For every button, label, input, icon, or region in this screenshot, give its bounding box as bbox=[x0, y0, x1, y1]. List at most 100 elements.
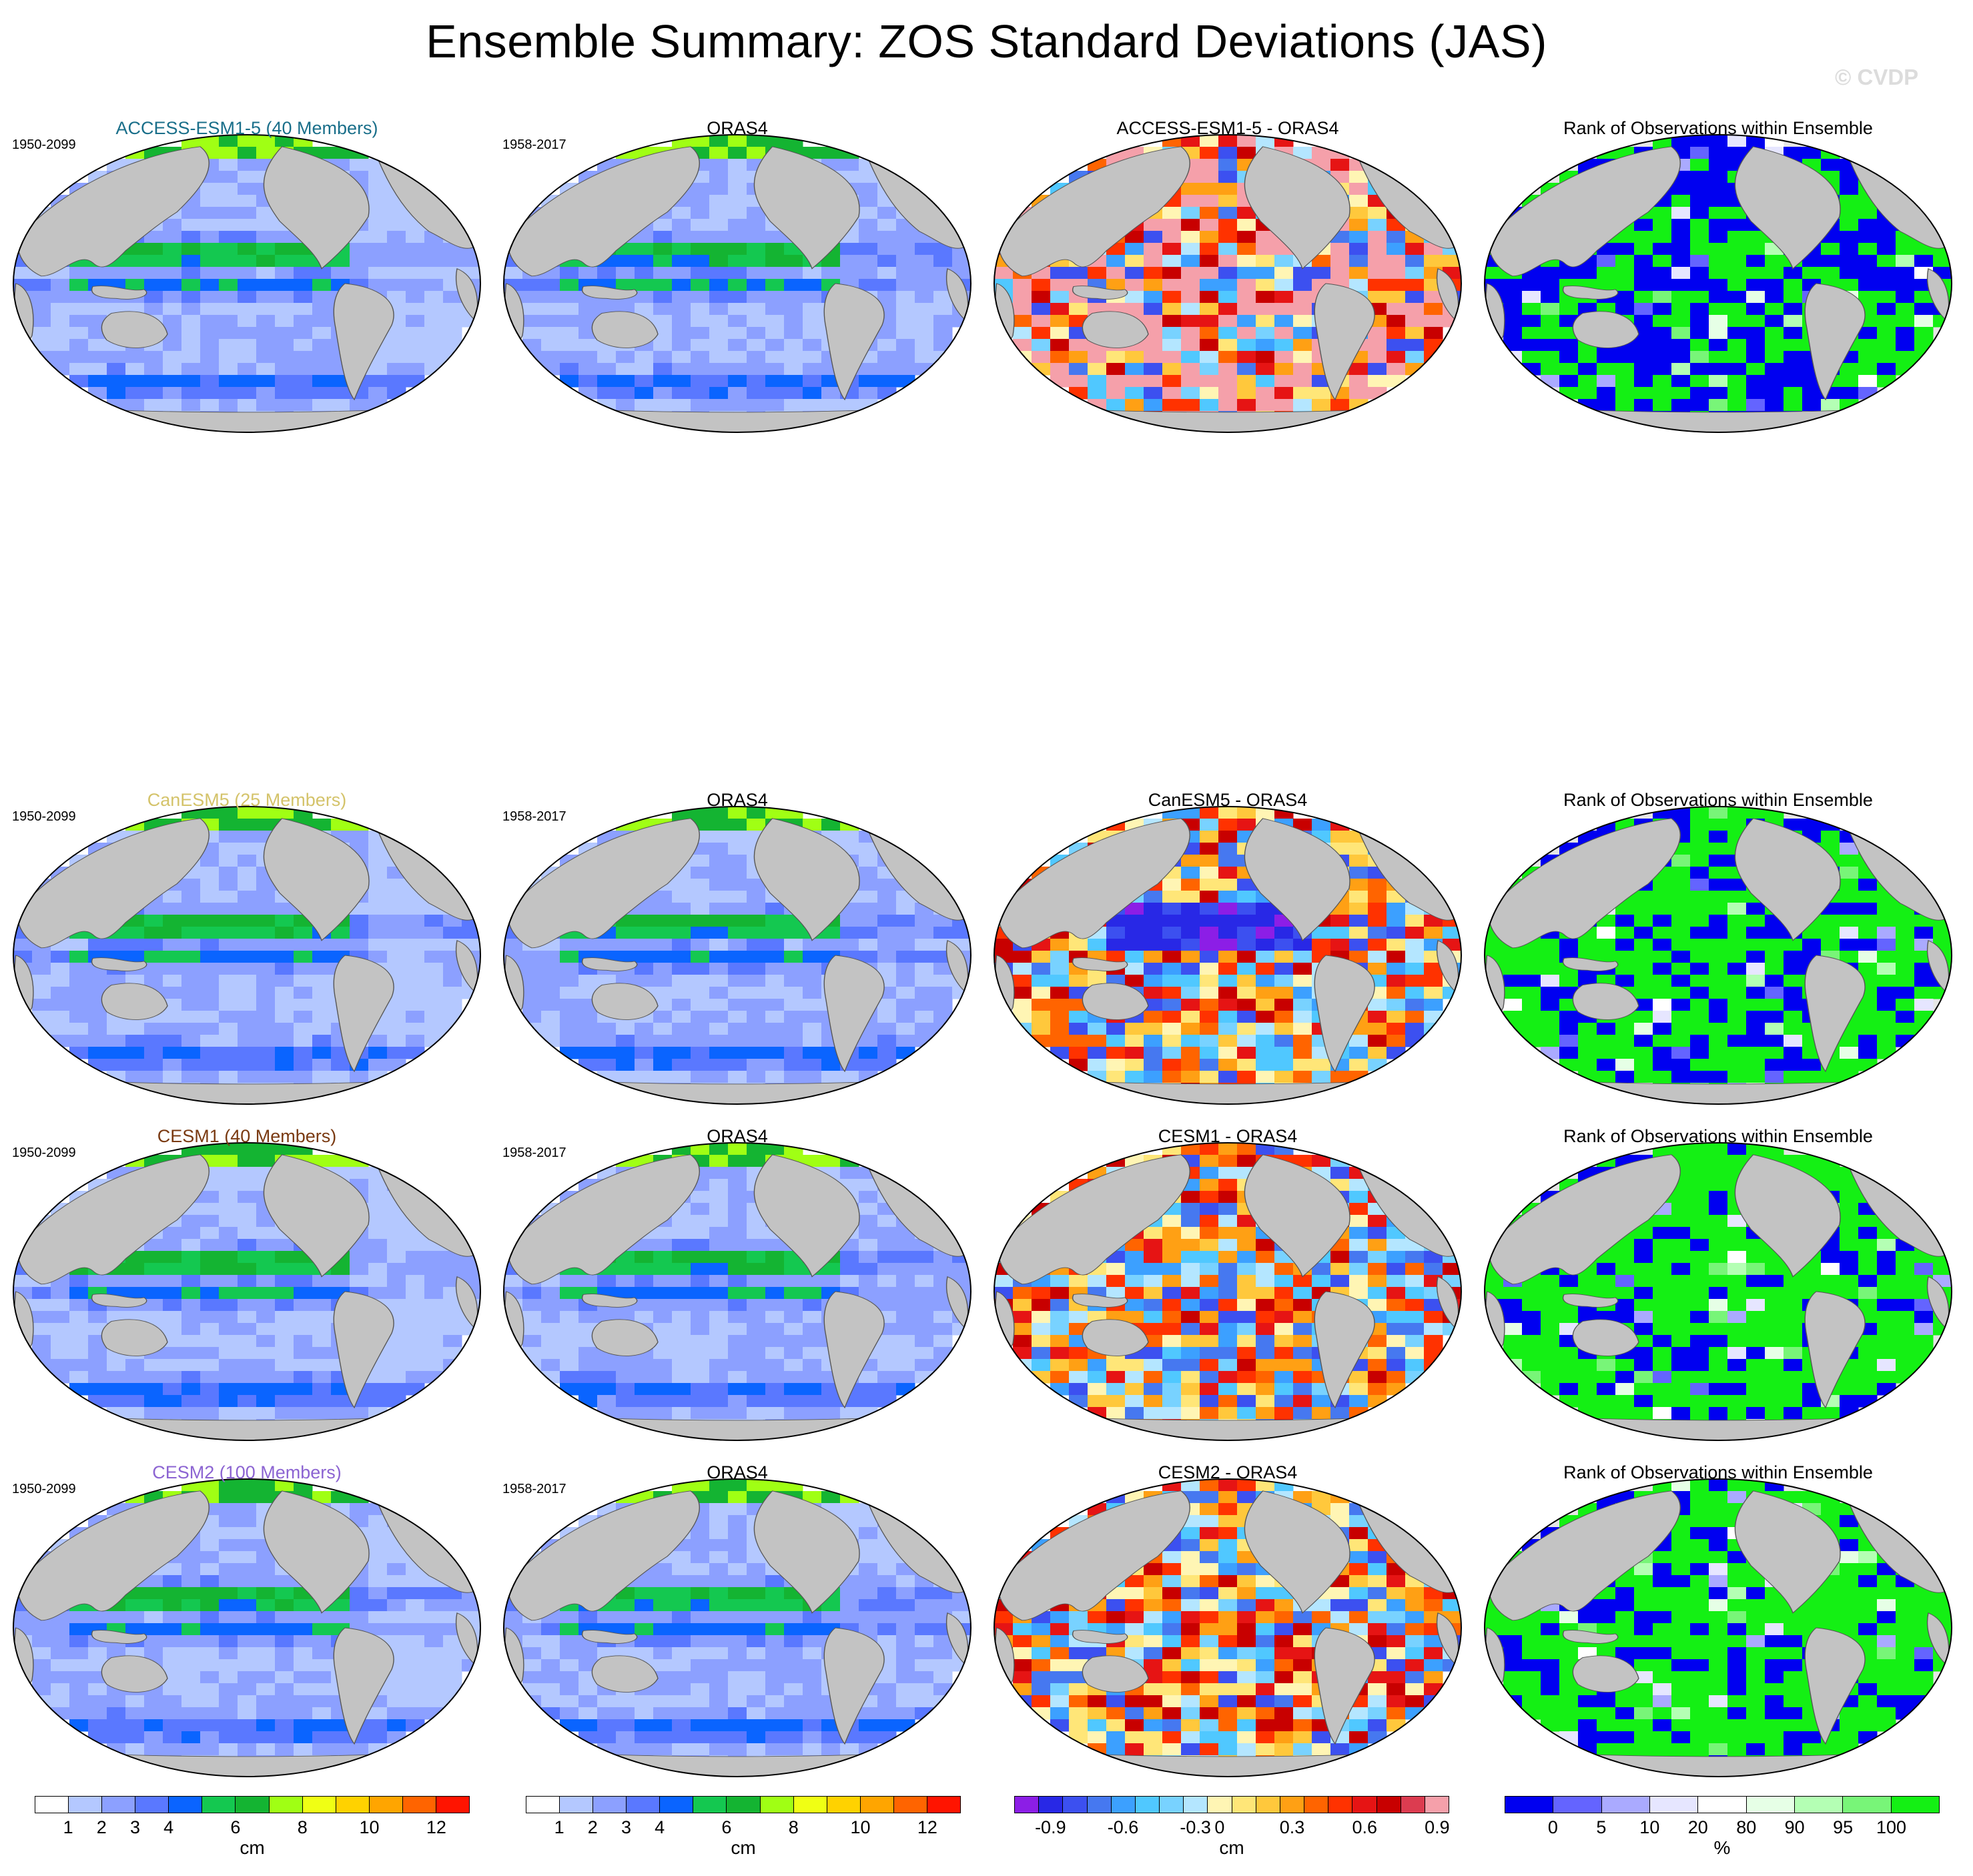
map-frame bbox=[994, 134, 1462, 433]
continent bbox=[1488, 1154, 1681, 1285]
colorbar-swatch bbox=[1698, 1797, 1747, 1813]
continent bbox=[753, 1154, 860, 1278]
colorbar-swatch bbox=[1208, 1797, 1232, 1813]
colorbar-swatch bbox=[1425, 1797, 1449, 1813]
panel-title-std: CESM2 (100 Members) bbox=[152, 1462, 342, 1482]
continent bbox=[581, 286, 638, 300]
map-frame bbox=[13, 806, 481, 1105]
colorbar-swatch bbox=[1256, 1797, 1280, 1813]
panel-title-rank: Rank of Observations within Ensemble bbox=[1563, 118, 1873, 138]
colorbar-swatch bbox=[1135, 1797, 1160, 1813]
land-mask bbox=[504, 1490, 969, 1777]
colorbar-tick-label: 12 bbox=[426, 1817, 446, 1837]
continent bbox=[263, 818, 370, 941]
continent bbox=[591, 1655, 659, 1693]
continent bbox=[1314, 1291, 1375, 1409]
colorbar-swatch bbox=[1891, 1797, 1939, 1813]
continent bbox=[1082, 1319, 1149, 1356]
continent bbox=[91, 957, 147, 971]
colorbar-tick-label: 0 bbox=[1214, 1817, 1225, 1837]
continent bbox=[753, 1490, 860, 1614]
map-frame bbox=[503, 1142, 971, 1441]
colorbar-swatch bbox=[236, 1797, 270, 1813]
continent bbox=[101, 1655, 168, 1693]
map-frame bbox=[1484, 1142, 1952, 1441]
continent bbox=[17, 818, 210, 949]
map-panel-std-row1: ACCESS-ESM1-5 (40 Members) 1950-2099 bbox=[12, 118, 481, 433]
continent bbox=[1072, 286, 1128, 300]
colorbar-swatch bbox=[35, 1797, 69, 1813]
panel-years: 1958-2017 bbox=[502, 809, 566, 824]
panel-years: 1950-2099 bbox=[12, 137, 76, 152]
continent bbox=[1244, 818, 1350, 941]
panel-years: 1950-2099 bbox=[12, 1145, 76, 1160]
continent bbox=[1488, 818, 1681, 949]
colorbar-swatch bbox=[102, 1797, 136, 1813]
colorbar-tick-label: 4 bbox=[655, 1817, 665, 1837]
colorbar-tick-label: 6 bbox=[230, 1817, 241, 1837]
colorbar-tick-label: 4 bbox=[163, 1817, 174, 1837]
colorbar-swatch bbox=[1160, 1797, 1184, 1813]
panel-title-obs: ORAS4 bbox=[707, 1462, 768, 1482]
continent bbox=[1734, 818, 1841, 941]
continent bbox=[1314, 955, 1375, 1073]
panel-years: 1958-2017 bbox=[502, 1482, 566, 1496]
continent bbox=[17, 1154, 210, 1285]
colorbar-tick-label: 80 bbox=[1736, 1817, 1757, 1837]
continent bbox=[1082, 1655, 1149, 1693]
map-panel-diff-row3: CESM1 - ORAS4 bbox=[994, 1126, 1462, 1441]
colorbar-tick-label: 1 bbox=[63, 1817, 73, 1837]
map-panel-obs-row4: ORAS4 1958-2017 bbox=[502, 1462, 971, 1777]
map-panel-rank-row1: Rank of Observations within Ensemble bbox=[1484, 118, 1952, 433]
colorbar-tick-label: -0.9 bbox=[1035, 1817, 1066, 1837]
map-frame bbox=[1484, 134, 1952, 433]
land-mask bbox=[994, 1154, 1459, 1440]
colorbar-diff: -0.9 -0.6 -0.3 0 0.3 0.6 0.9 cm bbox=[1014, 1796, 1450, 1863]
colorbar-tick-label: 3 bbox=[621, 1817, 631, 1837]
map-frame bbox=[503, 134, 971, 433]
colorbar-swatch bbox=[336, 1797, 370, 1813]
continent bbox=[507, 818, 700, 949]
map-panel-std-row3: CESM1 (40 Members) 1950-2099 bbox=[12, 1126, 481, 1441]
colorbar-swatch bbox=[1039, 1797, 1064, 1813]
continent bbox=[91, 1630, 147, 1644]
colorbar-swatch bbox=[1232, 1797, 1256, 1813]
colorbar-swatch bbox=[369, 1797, 403, 1813]
colorbar-swatch bbox=[1401, 1797, 1425, 1813]
continent bbox=[1488, 146, 1681, 277]
colorbar-swatch bbox=[1087, 1797, 1112, 1813]
land-mask bbox=[504, 818, 969, 1104]
colorbar-swatch bbox=[593, 1797, 627, 1813]
colorbar-tick-label: 20 bbox=[1687, 1817, 1708, 1837]
continent bbox=[1562, 957, 1619, 971]
continent bbox=[1082, 983, 1149, 1020]
continent bbox=[1314, 283, 1375, 401]
map-panel-obs-row1: ORAS4 1958-2017 bbox=[502, 118, 971, 433]
colorbar-tick-label: 8 bbox=[297, 1817, 308, 1837]
map-frame bbox=[13, 1478, 481, 1777]
colorbar-swatch bbox=[1649, 1797, 1699, 1813]
map-frame bbox=[1484, 806, 1952, 1105]
continent bbox=[1804, 283, 1866, 401]
colorbar-swatch bbox=[402, 1797, 436, 1813]
continent bbox=[1734, 1154, 1841, 1278]
colorbar-swatch bbox=[793, 1797, 827, 1813]
map-frame bbox=[994, 806, 1462, 1105]
continent bbox=[581, 957, 638, 971]
colorbar-swatch bbox=[1111, 1797, 1136, 1813]
colorbar-tick-label: 1 bbox=[554, 1817, 564, 1837]
continent bbox=[1072, 1630, 1128, 1644]
colorbar-swatches bbox=[1505, 1796, 1940, 1813]
continent bbox=[507, 1154, 700, 1285]
panel-title-rank: Rank of Observations within Ensemble bbox=[1563, 790, 1873, 810]
map-frame bbox=[1484, 1478, 1952, 1777]
map-panel-std-row4: CESM2 (100 Members) 1950-2099 bbox=[12, 1462, 481, 1777]
colorbar-rank: 0 5 10 20 80 90 95 100% bbox=[1505, 1796, 1940, 1863]
colorbar-swatch bbox=[1304, 1797, 1329, 1813]
continent bbox=[91, 286, 147, 300]
continent bbox=[1572, 1655, 1639, 1693]
colorbar-swatch bbox=[302, 1797, 336, 1813]
colorbar-tick-label: 2 bbox=[587, 1817, 598, 1837]
map-panel-rank-row4: Rank of Observations within Ensemble bbox=[1484, 1462, 1952, 1777]
continent bbox=[333, 1627, 394, 1745]
